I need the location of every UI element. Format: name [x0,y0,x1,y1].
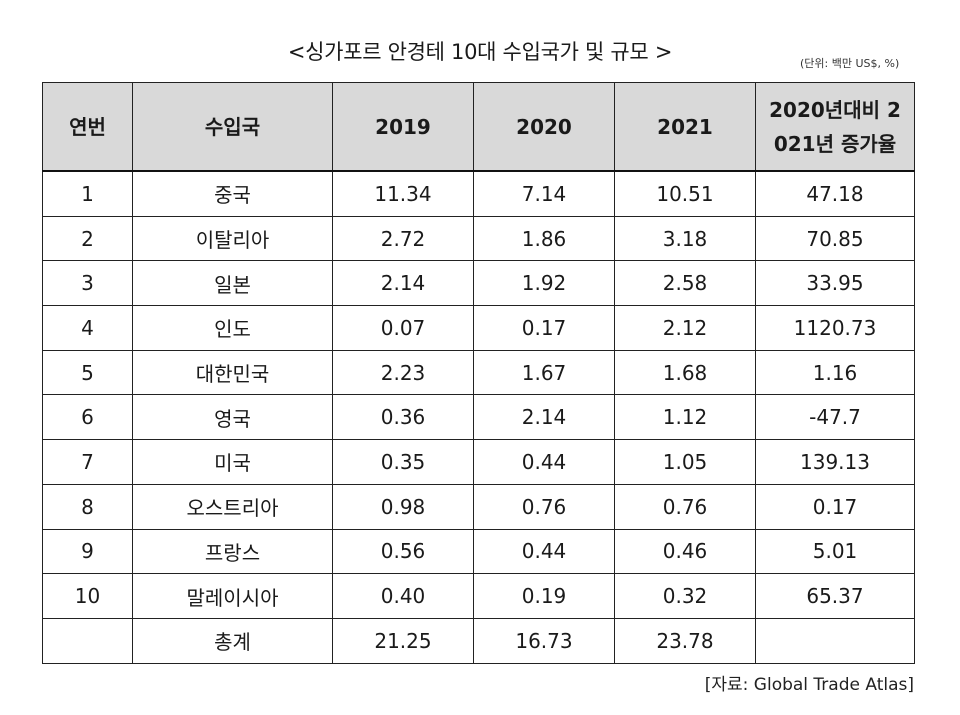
cell-no: 7 [42,439,133,485]
cell-country: 인도 [132,305,333,351]
header-country: 수입국 [132,82,333,172]
cell-no: 4 [42,305,133,351]
cell-2020: 0.44 [473,528,615,575]
cell-growth: 1120.73 [755,305,915,351]
cell-no: 5 [42,349,133,396]
cell-country: 말레이시아 [132,573,333,619]
table-header-row: 연번 수입국 2019 2020 2021 2020년대비 2 021년 증가율 [42,82,915,172]
table-row: 2 이탈리아 2.72 1.86 3.18 70.85 [42,215,915,262]
cell-no: 1 [42,170,133,217]
cell-2020: 7.14 [473,170,615,217]
table-row: 6 영국 0.36 2.14 1.12 -47.7 [42,394,915,441]
cell-2020: 0.76 [473,483,615,530]
cell-growth: 1.16 [755,349,915,396]
cell-total-label: 총계 [132,617,333,664]
table-row: 10 말레이시아 0.40 0.19 0.32 65.37 [42,573,915,619]
cell-2019: 0.07 [332,305,474,351]
cell-no: 3 [42,260,133,307]
cell-2019: 2.23 [332,349,474,396]
cell-2021: 1.12 [614,394,756,441]
cell-2020: 1.92 [473,260,615,307]
cell-country: 프랑스 [132,528,333,575]
page-title: <싱가포르 안경테 10대 수입국가 및 규모 > [287,40,673,64]
cell-2021: 1.05 [614,439,756,485]
cell-country: 중국 [132,170,333,217]
cell-2021: 0.46 [614,528,756,575]
cell-country: 일본 [132,260,333,307]
cell-2019: 2.72 [332,215,474,262]
cell-total-2020: 16.73 [473,617,615,664]
cell-growth: 139.13 [755,439,915,485]
source-note: [자료: Global Trade Atlas] [704,675,914,695]
cell-2020: 0.17 [473,305,615,351]
cell-no: 9 [42,528,133,575]
cell-2021: 0.76 [614,483,756,530]
header-2019: 2019 [332,82,474,172]
cell-country: 영국 [132,394,333,441]
table-row: 7 미국 0.35 0.44 1.05 139.13 [42,439,915,485]
cell-2021: 2.58 [614,260,756,307]
header-growth-line1: 2020년대비 2 [769,97,901,122]
cell-2020: 0.44 [473,439,615,485]
cell-2020: 1.86 [473,215,615,262]
table-row: 5 대한민국 2.23 1.67 1.68 1.16 [42,349,915,396]
cell-total-2019: 21.25 [332,617,474,664]
cell-country: 이탈리아 [132,215,333,262]
cell-2019: 0.40 [332,573,474,619]
cell-growth: 47.18 [755,170,915,217]
cell-2021: 3.18 [614,215,756,262]
cell-2019: 0.35 [332,439,474,485]
cell-country: 대한민국 [132,349,333,396]
cell-2020: 0.19 [473,573,615,619]
cell-2021: 0.32 [614,573,756,619]
cell-no: 2 [42,215,133,262]
cell-no: 8 [42,483,133,530]
header-2021: 2021 [614,82,756,172]
table-row: 3 일본 2.14 1.92 2.58 33.95 [42,260,915,307]
header-growth-line2: 021년 증가율 [773,131,897,156]
cell-country: 오스트리아 [132,483,333,530]
cell-2021: 1.68 [614,349,756,396]
cell-total-2021: 23.78 [614,617,756,664]
cell-2019: 0.98 [332,483,474,530]
cell-2019: 2.14 [332,260,474,307]
cell-growth: 70.85 [755,215,915,262]
cell-2020: 1.67 [473,349,615,396]
cell-no: 10 [42,573,133,619]
cell-no: 6 [42,394,133,441]
cell-2021: 10.51 [614,170,756,217]
header-no: 연번 [42,82,133,172]
header-2020: 2020 [473,82,615,172]
cell-growth [755,617,915,664]
table-row: 4 인도 0.07 0.17 2.12 1120.73 [42,305,915,351]
header-growth-rate: 2020년대비 2 021년 증가율 [755,82,915,172]
unit-note: (단위: 백만 US$, %) [800,57,900,70]
cell-growth: 33.95 [755,260,915,307]
cell-2019: 11.34 [332,170,474,217]
cell-2019: 0.56 [332,528,474,575]
cell-country: 미국 [132,439,333,485]
cell-growth: -47.7 [755,394,915,441]
total-row: 총계 21.25 16.73 23.78 [42,617,915,664]
cell-2021: 2.12 [614,305,756,351]
import-table: 연번 수입국 2019 2020 2021 2020년대비 2 021년 증가율… [42,82,915,664]
cell-growth: 0.17 [755,483,915,530]
cell-growth: 65.37 [755,573,915,619]
cell-2020: 2.14 [473,394,615,441]
table-row: 1 중국 11.34 7.14 10.51 47.18 [42,170,915,217]
cell-growth: 5.01 [755,528,915,575]
cell-no [42,617,133,664]
table-row: 9 프랑스 0.56 0.44 0.46 5.01 [42,528,915,575]
table-row: 8 오스트리아 0.98 0.76 0.76 0.17 [42,483,915,530]
cell-2019: 0.36 [332,394,474,441]
